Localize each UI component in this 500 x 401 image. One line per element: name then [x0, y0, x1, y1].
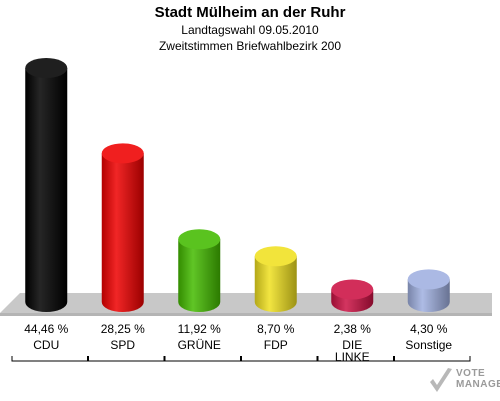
- bar-gr-ne: [178, 229, 221, 312]
- bar-sonstige: [407, 269, 450, 312]
- bar-top-die-linke: [331, 279, 374, 300]
- bar-top-gr-ne: [178, 229, 221, 250]
- bar-body-spd: [101, 153, 144, 312]
- bar-body-gr-ne: [178, 239, 221, 312]
- bar-die-linke: [331, 279, 374, 312]
- axis-bracket-spd: [88, 356, 165, 362]
- axis-bracket-gr-ne: [164, 356, 241, 362]
- axis-bracket-die-linke: [317, 356, 394, 362]
- chart-subtitle-election: Landtagswahl 09.05.2010: [181, 23, 319, 37]
- bar-cdu: [25, 58, 68, 312]
- chart-header: Stadt Mülheim an der Ruhr Landtagswahl 0…: [0, 4, 500, 54]
- bar-top-fdp: [254, 246, 297, 267]
- axis-bracket-fdp: [241, 356, 318, 362]
- value-label-sonstige: 4,30 %: [410, 322, 448, 336]
- category-label-sonstige: Sonstige: [405, 338, 452, 352]
- value-label-die-linke: 2,38 %: [334, 322, 372, 336]
- value-label-cdu: 44,46 %: [24, 322, 68, 336]
- category-label-cdu: CDU: [33, 338, 59, 352]
- bar-body-fdp: [254, 256, 297, 312]
- bar-top-sonstige: [407, 269, 450, 290]
- logo-line-1: VOTE: [456, 368, 486, 379]
- value-label-spd: 28,25 %: [101, 322, 145, 336]
- axis-bracket-cdu: [11, 356, 88, 362]
- chart-subtitle-district: Zweitstimmen Briefwahlbezirk 200: [158, 39, 342, 53]
- bar-top-spd: [101, 143, 144, 164]
- bar-body-cdu: [25, 68, 68, 312]
- logo-text: VOTE MANAGER: [456, 368, 500, 390]
- logo-line-2: MANAGER: [456, 379, 500, 390]
- axis-bracket-sonstige: [394, 356, 471, 362]
- category-label-die-linke: DIE LINKE: [335, 338, 370, 364]
- category-label-gr-ne: GRÜNE: [178, 338, 221, 352]
- value-label-fdp: 8,70 %: [257, 322, 295, 336]
- bar-spd: [101, 143, 144, 312]
- value-label-gr-ne: 11,92 %: [178, 322, 221, 336]
- chart-floor-shade: [0, 313, 492, 316]
- chart-title: Stadt Mülheim an der Ruhr: [154, 4, 346, 21]
- bar-top-cdu: [25, 58, 68, 78]
- vote-manager-logo: VOTE MANAGER: [428, 366, 500, 398]
- bar-fdp: [254, 246, 297, 312]
- checkmark-icon: [430, 368, 452, 392]
- category-label-fdp: FDP: [264, 338, 288, 352]
- category-label-spd: SPD: [110, 338, 135, 352]
